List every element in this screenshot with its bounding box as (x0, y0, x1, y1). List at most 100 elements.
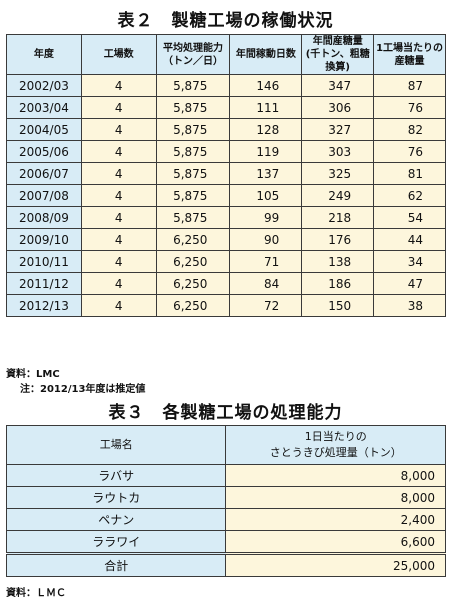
table-row: ラバサ 8,000 (5, 464, 446, 487)
value-cell: 325 (301, 162, 375, 185)
value-cell: 38 (373, 294, 446, 317)
capacity-cell: 25,000 (225, 552, 446, 577)
value-cell: 4 (80, 206, 157, 229)
value-cell: 249 (301, 184, 375, 207)
total-row: 合計 25,000 (5, 552, 446, 577)
value-cell: 34 (373, 250, 446, 273)
year-cell: 2011/12 (6, 272, 82, 295)
table-row: 2010/11 4 6,250 71 138 34 (6, 250, 446, 273)
value-cell: 303 (301, 140, 375, 163)
mill-name-cell: ペナン (5, 508, 227, 531)
value-cell: 54 (373, 206, 446, 229)
table-row: 2006/07 4 5,875 137 325 81 (6, 162, 446, 185)
mill-operation-table: 年度 工場数 平均処理能力 （トン／日） 年間稼動日数 年間産糖量 (千トン、粗糖換算) 1工… (6, 34, 446, 317)
value-cell: 71 (229, 250, 303, 273)
year-cell: 2012/13 (6, 294, 82, 317)
value-cell: 218 (301, 206, 375, 229)
value-cell: 111 (229, 96, 303, 119)
year-cell: 2003/04 (6, 96, 82, 119)
table1-header-4: 年間産糖量 (千トン、粗糖換算) (301, 34, 375, 75)
table-row: ペナン 2,400 (5, 508, 446, 531)
value-cell: 4 (80, 118, 157, 141)
capacity-cell: 8,000 (225, 486, 446, 509)
value-cell: 87 (373, 74, 446, 97)
table1-source: 資料：LMC (6, 369, 60, 380)
year-cell: 2004/05 (6, 118, 82, 141)
value-cell: 146 (229, 74, 303, 97)
table-row: 2011/12 4 6,250 84 186 47 (6, 272, 446, 295)
table1-header-2: 平均処理能力 （トン／日） (155, 34, 231, 75)
value-cell: 5,875 (155, 184, 231, 207)
table2-title: 表３ 各製糖工場の処理能力 (108, 403, 343, 423)
value-cell: 84 (229, 272, 303, 295)
value-cell: 5,875 (155, 74, 231, 97)
value-cell: 6,250 (155, 250, 231, 273)
value-cell: 5,875 (155, 162, 231, 185)
value-cell: 4 (80, 294, 157, 317)
mill-name-cell: ラバサ (5, 464, 227, 487)
year-cell: 2005/06 (6, 140, 82, 163)
value-cell: 4 (80, 184, 157, 207)
value-cell: 6,250 (155, 228, 231, 251)
table1-body: 2002/03 4 5,875 146 347 87 2003/04 4 5,875 111 306… (6, 74, 446, 317)
value-cell: 6,250 (155, 272, 231, 295)
value-cell: 347 (301, 74, 375, 97)
value-cell: 5,875 (155, 96, 231, 119)
mill-capacity-table: 工場名 1日当たりの さとうきび処理量（トン） ラバサ 8,000 ラウトカ 8,000 ペ… (5, 425, 446, 577)
table2-source: 資料：ＬＭＣ (6, 588, 66, 599)
table1-header-5: 1工場当たりの 産糖量 (373, 34, 446, 75)
value-cell: 6,250 (155, 294, 231, 317)
table-row: 2005/06 4 5,875 119 303 76 (6, 140, 446, 163)
value-cell: 72 (229, 294, 303, 317)
capacity-cell: 6,600 (225, 530, 446, 554)
capacity-cell: 2,400 (225, 508, 446, 531)
table-row: ラウトカ 8,000 (5, 486, 446, 509)
value-cell: 150 (301, 294, 375, 317)
mill-name-cell: ララワイ (5, 530, 227, 554)
value-cell: 5,875 (155, 140, 231, 163)
value-cell: 128 (229, 118, 303, 141)
table2-header-row: 工場名 1日当たりの さとうきび処理量（トン） (5, 425, 446, 465)
table-row: 2007/08 4 5,875 105 249 62 (6, 184, 446, 207)
table1-header-row: 年度 工場数 平均処理能力 （トン／日） 年間稼動日数 年間産糖量 (千トン、粗糖換算) 1工… (6, 34, 446, 75)
table-row: 2004/05 4 5,875 128 327 82 (6, 118, 446, 141)
year-cell: 2009/10 (6, 228, 82, 251)
value-cell: 90 (229, 228, 303, 251)
table-row: 2012/13 4 6,250 72 150 38 (6, 294, 446, 317)
value-cell: 81 (373, 162, 446, 185)
table-row: ララワイ 6,600 (5, 530, 446, 554)
table-row: 2008/09 4 5,875 99 218 54 (6, 206, 446, 229)
value-cell: 76 (373, 96, 446, 119)
value-cell: 4 (80, 162, 157, 185)
mill-name-cell: ラウトカ (5, 486, 227, 509)
value-cell: 47 (373, 272, 446, 295)
year-cell: 2002/03 (6, 74, 82, 97)
value-cell: 76 (373, 140, 446, 163)
value-cell: 186 (301, 272, 375, 295)
mill-name-cell: 合計 (5, 552, 227, 577)
table1-title: 表２ 製糖工場の稼働状況 (117, 11, 334, 31)
value-cell: 5,875 (155, 118, 231, 141)
table1-header-0: 年度 (6, 34, 82, 75)
value-cell: 4 (80, 96, 157, 119)
value-cell: 99 (229, 206, 303, 229)
value-cell: 306 (301, 96, 375, 119)
value-cell: 4 (80, 250, 157, 273)
year-cell: 2007/08 (6, 184, 82, 207)
value-cell: 105 (229, 184, 303, 207)
table1-note: 注：2012/13年度は推定値 (20, 384, 146, 395)
capacity-cell: 8,000 (225, 464, 446, 487)
value-cell: 138 (301, 250, 375, 273)
table1-header-3: 年間稼動日数 (229, 34, 303, 75)
year-cell: 2010/11 (6, 250, 82, 273)
value-cell: 5,875 (155, 206, 231, 229)
table-row: 2002/03 4 5,875 146 347 87 (6, 74, 446, 97)
year-cell: 2008/09 (6, 206, 82, 229)
value-cell: 176 (301, 228, 375, 251)
value-cell: 119 (229, 140, 303, 163)
table1-header-1: 工場数 (80, 34, 157, 75)
table2-header-1: 1日当たりの さとうきび処理量（トン） (225, 425, 446, 465)
table2-header-0: 工場名 (5, 425, 227, 465)
value-cell: 4 (80, 74, 157, 97)
table-row: 2003/04 4 5,875 111 306 76 (6, 96, 446, 119)
